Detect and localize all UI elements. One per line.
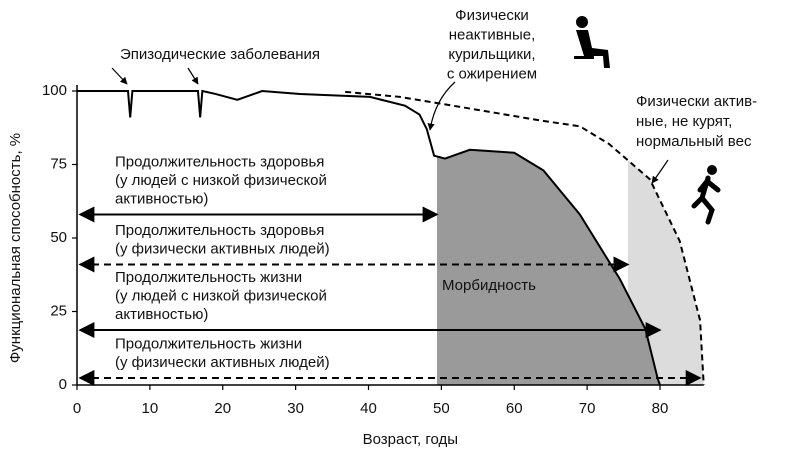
y-tick-label: 50 — [50, 229, 67, 246]
x-tick-label: 0 — [73, 400, 81, 417]
span-label: активностью) — [115, 190, 208, 207]
series-label: ные, не курят, — [636, 113, 732, 130]
y-tick-label: 25 — [50, 302, 67, 319]
annotation-arrow — [651, 159, 669, 184]
series-line — [77, 89, 661, 386]
area-label: Морбидность — [442, 277, 536, 294]
annotation-arrow — [427, 81, 456, 131]
span-label: Продолжительность жизни — [115, 335, 302, 352]
span-label: (у физически активных людей) — [115, 354, 330, 371]
sitting-person-icon — [574, 16, 610, 68]
y-tick-label: 0 — [59, 376, 67, 393]
series-line — [345, 90, 705, 386]
annotation-arrow — [187, 67, 199, 85]
span-label: (у людей с низкой физической — [115, 287, 327, 304]
x-tick-label: 70 — [579, 400, 596, 417]
span-label: Продолжительность жизни — [115, 269, 302, 286]
span-label: Продолжительность здоровья — [115, 153, 324, 170]
y-axis-label: Функциональная способность, % — [7, 133, 24, 363]
x-tick-label: 80 — [652, 400, 669, 417]
series-label: Физически — [455, 7, 529, 24]
x-tick-label: 40 — [360, 400, 377, 417]
x-axis-label: Возраст, годы — [363, 431, 458, 448]
x-tick-label: 20 — [214, 400, 231, 417]
shaded-area — [437, 149, 660, 385]
axes: 0 25 50 75 100 0 10 20 30 40 50 60 70 80 Возраст, годы… — [7, 82, 704, 448]
areas: Морбидность — [437, 149, 704, 385]
series-label: Физически актив- — [636, 93, 757, 110]
span-label: (у людей с низкой физической — [115, 172, 327, 189]
annotation-arrow — [111, 67, 128, 85]
span-label: Продолжительность здоровья — [115, 222, 324, 239]
y-tick-label: 100 — [42, 82, 67, 99]
span-label: активностью) — [115, 306, 208, 323]
x-tick-label: 50 — [433, 400, 450, 417]
series-label: нормальный вес — [636, 133, 752, 150]
annotation: Эпизодические заболевания — [120, 46, 320, 63]
running-person-icon — [691, 165, 721, 225]
span-label: (у физически активных людей) — [115, 240, 330, 257]
series-label: с ожирением — [447, 65, 537, 82]
y-tick-label: 75 — [50, 155, 67, 172]
series-label: курильщики, — [448, 46, 535, 63]
x-tick-label: 10 — [142, 400, 159, 417]
x-tick-label: 30 — [287, 400, 304, 417]
x-tick-label: 60 — [506, 400, 523, 417]
series-label: неактивные, — [449, 26, 536, 43]
